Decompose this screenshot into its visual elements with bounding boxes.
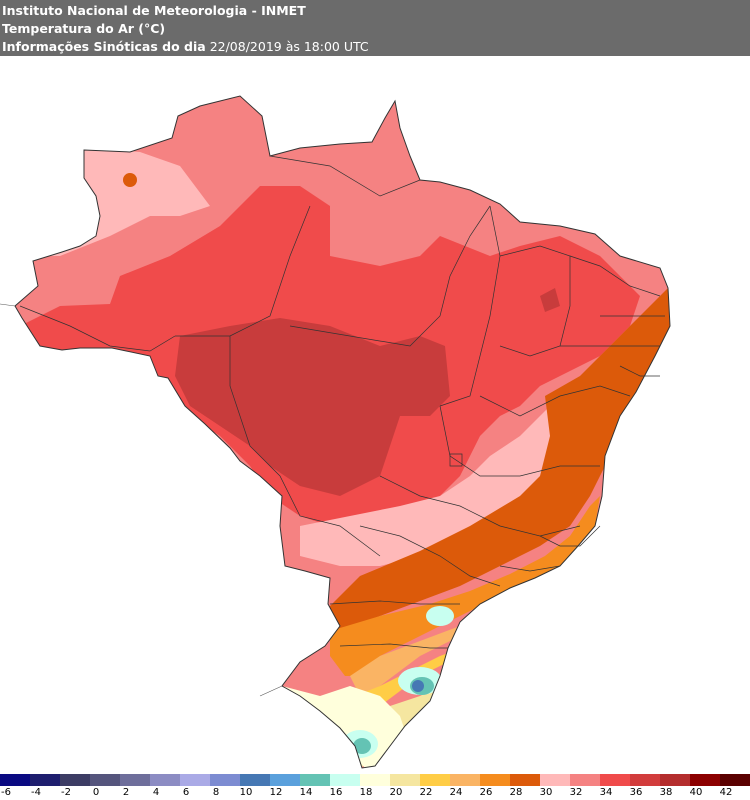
- state-border-es: [539, 525, 601, 547]
- hot-spot-nw: [123, 173, 137, 187]
- institute-title: Instituto Nacional de Meteorologia - INM…: [2, 3, 306, 18]
- band-24-26: [330, 496, 600, 676]
- legend-swatch: [210, 774, 240, 786]
- legend-tick-label: 18: [359, 787, 373, 798]
- legend-swatch: [180, 774, 210, 786]
- legend-tick-label: 12: [269, 787, 283, 798]
- state-border-mg: [379, 475, 581, 537]
- legend-swatch: [720, 774, 750, 786]
- map-header: Instituto Nacional de Meteorologia - INM…: [0, 0, 750, 56]
- state-border-ba-north: [479, 385, 631, 417]
- brazil-temperature-map-svg: [0, 95, 671, 769]
- legend-tick-label: -6: [1, 787, 11, 798]
- temperature-contours: [15, 96, 670, 768]
- legend-tick-label: 42: [719, 787, 733, 798]
- legend-tick-label: 16: [329, 787, 343, 798]
- legend-swatch: [270, 774, 300, 786]
- legend-swatch: [600, 774, 630, 786]
- synoptic-info-title: Informações Sinóticas do dia 22/08/2019 …: [2, 38, 750, 56]
- legend-tick-label: 14: [299, 787, 313, 798]
- legend-swatch: [690, 774, 720, 786]
- legend-tick-label: 32: [569, 787, 583, 798]
- legend-tick-label: 28: [509, 787, 523, 798]
- legend-swatch: [480, 774, 510, 786]
- legend-tick-label: 4: [152, 787, 160, 798]
- synoptic-info-label: Informações Sinóticas do dia: [2, 39, 206, 54]
- legend-tick-label: 36: [629, 787, 643, 798]
- legend-tick-label: 38: [659, 787, 673, 798]
- band-12-14-patch-2: [353, 738, 371, 754]
- neighbor-border-west: [0, 303, 16, 307]
- state-border-rr-pa: [269, 155, 421, 197]
- state-border-go-ba-mg: [439, 405, 600, 477]
- variable-title: Temperatura do Ar (°C): [2, 21, 166, 36]
- legend-swatch: [0, 774, 30, 786]
- band-26-28-arc: [320, 288, 670, 631]
- band-36-38-central: [175, 318, 450, 496]
- legend-tick-label: -4: [31, 787, 41, 798]
- band-36-38-ne-spot: [540, 288, 560, 312]
- legend-swatch: [150, 774, 180, 786]
- state-border-pa-ma: [449, 205, 491, 277]
- state-border-rj: [499, 565, 561, 572]
- legend-swatch: [60, 774, 90, 786]
- state-border-to-ma: [439, 205, 501, 407]
- legend-tick-label: 24: [449, 787, 463, 798]
- legend-swatch: [630, 774, 660, 786]
- legend-tick-label: 8: [212, 787, 220, 798]
- state-border-am-mt: [175, 205, 311, 337]
- legend-tick-label: 20: [389, 787, 403, 798]
- legend-swatch: [120, 774, 150, 786]
- band-14-16-patch-3: [426, 606, 454, 626]
- state-border-sc: [339, 643, 448, 649]
- state-border-al: [619, 365, 660, 377]
- legend-swatch: [570, 774, 600, 786]
- legend-tick-label: 6: [182, 787, 190, 798]
- state-border-pr: [329, 600, 460, 605]
- legend-swatch: [240, 774, 270, 786]
- legend-tick-label: 10: [239, 787, 253, 798]
- legend-tick-label: 34: [599, 787, 613, 798]
- legend-swatch: [360, 774, 390, 786]
- state-border-ac-am: [19, 305, 176, 352]
- state-border-sp: [359, 525, 501, 587]
- neighbor-border-south: [259, 685, 283, 697]
- legend-tick-label: 0: [92, 787, 100, 798]
- legend-tick-label: 30: [539, 787, 553, 798]
- legend-tick-label: 2: [122, 787, 130, 798]
- color-legend: -6 -4 -2 0 2 4 6 8 10 12 14 16 18 20 22 24 26 28 30 32 34 36 3…: [0, 774, 750, 800]
- state-borders: [19, 155, 665, 649]
- legend-tick-label: 22: [419, 787, 433, 798]
- synoptic-info-datetime: 22/08/2019 às 18:00 UTC: [209, 39, 369, 54]
- state-border-ce: [569, 255, 661, 297]
- legend-tick-label: 40: [689, 787, 703, 798]
- state-border-mt-pa: [289, 275, 451, 347]
- state-border-df: [449, 453, 463, 467]
- legend-swatch: [510, 774, 540, 786]
- legend-swatch: [390, 774, 420, 786]
- brazil-outline: [14, 95, 671, 769]
- legend-tick-label: -2: [61, 787, 71, 798]
- state-border-pi: [499, 245, 571, 357]
- band-10-12-core: [412, 680, 424, 692]
- legend-swatch: [450, 774, 480, 786]
- legend-swatch: [540, 774, 570, 786]
- legend-swatch: [300, 774, 330, 786]
- legend-tick-labels: -6 -4 -2 0 2 4 6 8 10 12 14 16 18 20 22 24 26 28 30 32 34 36 3…: [0, 787, 750, 800]
- state-border-ro-mt-ms: [229, 336, 381, 557]
- legend-tick-label: 26: [479, 787, 493, 798]
- legend-swatch: [30, 774, 60, 786]
- legend-swatch: [330, 774, 360, 786]
- legend-swatch: [660, 774, 690, 786]
- legend-swatch: [90, 774, 120, 786]
- temperature-map: [0, 56, 750, 774]
- legend-color-bar: [0, 774, 750, 786]
- legend-swatch: [420, 774, 450, 786]
- neighbor-borders: [0, 303, 283, 697]
